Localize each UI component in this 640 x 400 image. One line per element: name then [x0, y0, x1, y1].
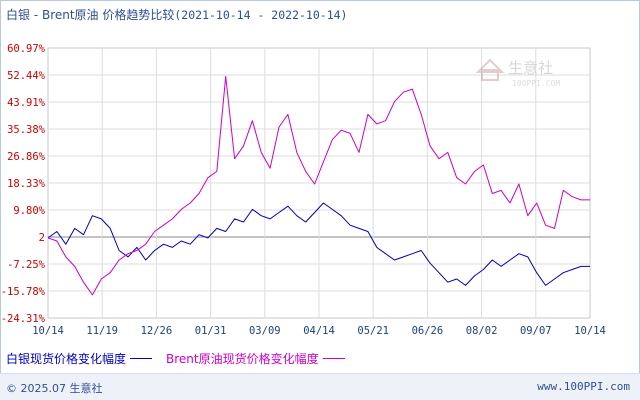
- footer-copyright: © 2025.07 生意社: [6, 382, 103, 395]
- series-line-brent: [47, 75, 590, 296]
- legend-item-silver: 白银现货价格变化幅度: [6, 350, 153, 367]
- legend: 白银现货价格变化幅度 Brent原油现货价格变化幅度: [6, 350, 359, 367]
- y-tick-label: -24.31%: [1, 313, 46, 325]
- x-tick-label: 03/09: [249, 325, 281, 337]
- y-tick-label: 52.44%: [7, 70, 46, 82]
- legend-label-silver: 白银现货价格变化幅度: [6, 352, 127, 366]
- chart-title: 白银 - Brent原油 价格趋势比较(2021-10-14 - 2022-10…: [6, 6, 347, 23]
- footer-site-link[interactable]: www.100PPI.com: [537, 380, 630, 393]
- x-tick-label: 08/02: [466, 325, 498, 337]
- legend-label-brent: Brent原油现货价格变化幅度: [166, 352, 319, 366]
- x-tick-label: 12/26: [141, 325, 173, 337]
- y-tick-label: 2: [39, 232, 45, 244]
- watermark-name: 生意社: [508, 59, 553, 77]
- x-tick-label: 01/31: [195, 325, 227, 337]
- footer: © 2025.07 生意社 www.100PPI.com: [0, 373, 640, 400]
- y-tick-label: -7.25%: [7, 259, 46, 271]
- y-tick-label: -15.78%: [1, 286, 46, 298]
- chart-date-range: (2021-10-14 - 2022-10-14): [174, 8, 348, 22]
- y-tick-label: 18.33%: [7, 178, 46, 190]
- x-tick-label: 10/14: [32, 325, 64, 337]
- watermark-url: 100PPI.COM: [512, 79, 560, 88]
- y-tick-label: 43.91%: [7, 97, 46, 109]
- legend-item-brent: Brent原油现货价格变化幅度: [166, 350, 345, 367]
- y-tick-label: 35.38%: [7, 124, 46, 136]
- chart-title-text: 白银 - Brent原油 价格趋势比较: [6, 8, 175, 22]
- watermark-logo: 生意社 100PPI.COM: [475, 58, 560, 88]
- y-tick-label: 26.86%: [7, 151, 46, 163]
- x-tick-label: 04/14: [303, 325, 335, 337]
- x-axis-ticks: 10/14 11/19 12/26 01/31 03/09 04/14 05/21 06/26…: [32, 325, 606, 337]
- chart-svg: 生意社 100PPI.COM 60.97% 52.44% 43.91% 35.38% 2…: [1, 43, 606, 337]
- y-axis-ticks: 60.97% 52.44% 43.91% 35.38% 26.86% 18.33% 9.80…: [1, 43, 46, 325]
- legend-swatch-brent: [322, 358, 345, 359]
- chart-lines: [47, 75, 590, 296]
- x-tick-label: 11/19: [86, 325, 118, 337]
- x-tick-label: 09/07: [520, 325, 552, 337]
- legend-swatch-silver: [130, 358, 153, 359]
- x-tick-label: 06/26: [412, 325, 444, 337]
- x-tick-label: 05/21: [357, 325, 389, 337]
- chart-grid: [48, 48, 590, 318]
- y-tick-label: 60.97%: [7, 43, 46, 55]
- x-tick-label: 10/14: [574, 325, 606, 337]
- y-tick-label: 9.80%: [13, 205, 45, 217]
